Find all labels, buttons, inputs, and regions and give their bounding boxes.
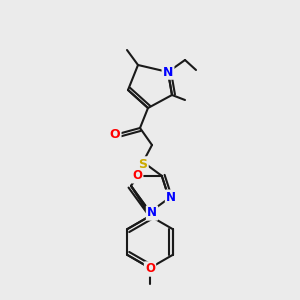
Text: N: N (147, 206, 157, 220)
Text: O: O (132, 169, 142, 182)
Text: N: N (166, 191, 176, 204)
Text: S: S (139, 158, 148, 170)
Text: O: O (145, 262, 155, 275)
Text: N: N (163, 65, 173, 79)
Text: O: O (110, 128, 120, 140)
